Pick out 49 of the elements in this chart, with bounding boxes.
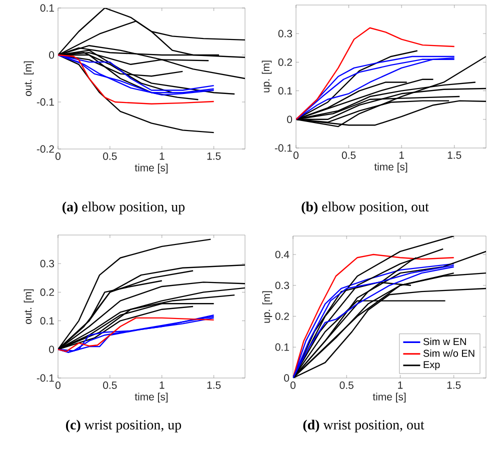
- y-tick-label: 0.1: [275, 343, 289, 351]
- y-axis-title: out. [m]: [24, 61, 34, 96]
- legend-label: Sim w EN: [423, 338, 466, 346]
- x-axis-title: time [s]: [134, 164, 168, 174]
- x-tick-label: 1: [160, 152, 164, 160]
- y-tick-label: 0.4: [275, 250, 290, 258]
- x-tick-label: 1.5: [447, 382, 461, 389]
- x-tick-label: 1.5: [207, 152, 221, 160]
- x-tick-label: 1: [399, 152, 404, 159]
- y-tick-label: 0.3: [40, 260, 54, 268]
- x-tick-label: 0.5: [342, 152, 356, 159]
- y-tick-label: 0.3: [275, 282, 290, 290]
- y-axis-title: up. [m]: [262, 291, 272, 323]
- text: (a) elbow position, up: [62, 202, 185, 214]
- x-tick-label: 0: [294, 152, 298, 159]
- y-tick-label: 0.1: [40, 317, 54, 325]
- legend-label: Sim w/o EN: [423, 350, 474, 357]
- x-axis-title: time [s]: [374, 162, 408, 173]
- text: (c) wrist position, up: [66, 420, 182, 432]
- x-tick-label: 0.5: [103, 382, 117, 389]
- y-tick-label: 0: [287, 116, 292, 124]
- y-tick-label: 0: [284, 374, 290, 382]
- y-tick-label: 0.2: [275, 312, 289, 320]
- y-axis-title: up. [m]: [262, 60, 272, 92]
- x-tick-label: 0.5: [103, 152, 117, 160]
- y-tick-label: -0.2: [36, 145, 54, 153]
- y-tick-label: 0.3: [278, 30, 292, 38]
- text: (d) wrist position, out: [303, 420, 424, 432]
- y-tick-label: -0.1: [36, 98, 54, 106]
- x-tick-label: 1: [398, 382, 403, 389]
- y-tick-label: 0: [49, 51, 54, 59]
- y-tick-label: -0.1: [36, 374, 54, 382]
- x-axis-title: time [s]: [372, 392, 406, 403]
- text: (b) elbow position, out: [302, 202, 429, 214]
- y-tick-label: 0.2: [40, 288, 54, 296]
- x-axis-title: time [s]: [134, 392, 168, 403]
- y-tick-label: 0.1: [40, 4, 54, 12]
- x-tick-label: 0: [55, 152, 60, 160]
- x-tick-label: 1.5: [207, 382, 221, 389]
- x-tick-label: 1: [160, 382, 164, 389]
- x-tick-label: 1.5: [448, 152, 462, 159]
- y-axis-title: out. [m]: [24, 289, 34, 324]
- y-tick-label: 0.2: [278, 58, 292, 66]
- y-tick-label: 0: [49, 346, 54, 354]
- y-tick-label: -0.1: [274, 144, 292, 152]
- x-tick-label: 0: [55, 382, 60, 389]
- y-tick-label: 0.1: [278, 87, 292, 95]
- x-tick-label: 0.5: [340, 382, 354, 389]
- legend-label: Exp: [424, 361, 440, 370]
